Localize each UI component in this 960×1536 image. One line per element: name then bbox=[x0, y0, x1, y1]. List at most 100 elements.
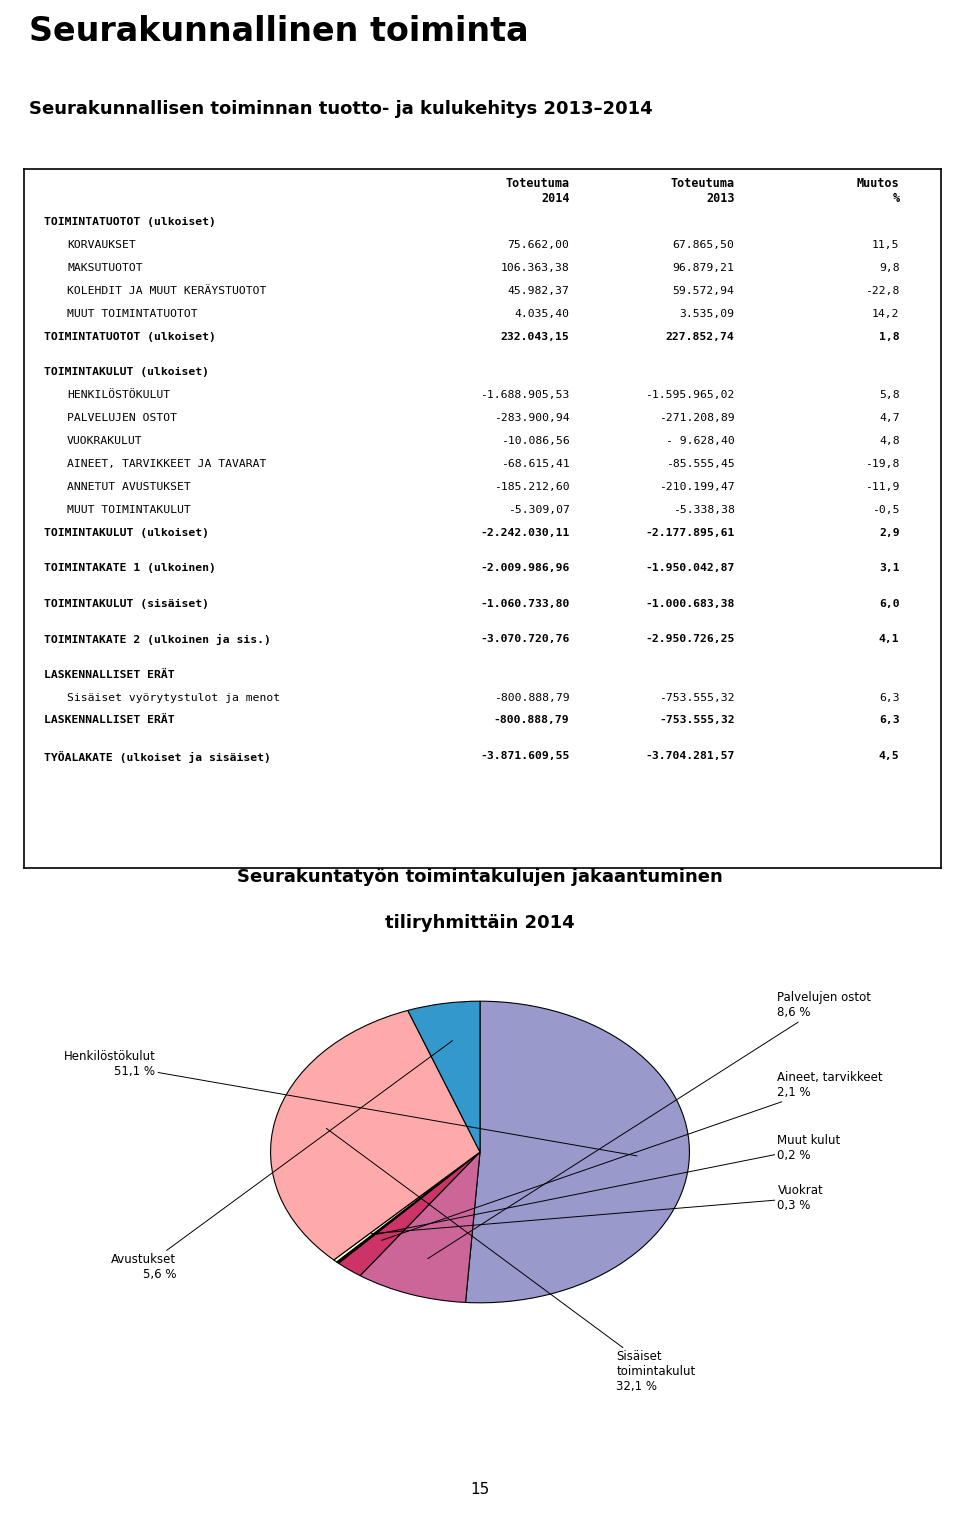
Text: 14,2: 14,2 bbox=[872, 309, 900, 319]
Text: Muut kulut
0,2 %: Muut kulut 0,2 % bbox=[373, 1134, 841, 1235]
Text: 59.572,94: 59.572,94 bbox=[673, 286, 734, 296]
Text: 232.043,15: 232.043,15 bbox=[501, 332, 569, 341]
Text: -5.309,07: -5.309,07 bbox=[508, 505, 569, 515]
Text: ANNETUT AVUSTUKSET: ANNETUT AVUSTUKSET bbox=[67, 482, 191, 492]
Text: 106.363,38: 106.363,38 bbox=[501, 263, 569, 273]
Text: PALVELUJEN OSTOT: PALVELUJEN OSTOT bbox=[67, 413, 177, 422]
Text: Muutos: Muutos bbox=[856, 177, 900, 190]
Text: - 9.628,40: - 9.628,40 bbox=[666, 436, 734, 445]
Text: -2.950.726,25: -2.950.726,25 bbox=[645, 634, 734, 644]
Text: Sisäiset
toimintakulut
32,1 %: Sisäiset toimintakulut 32,1 % bbox=[326, 1129, 695, 1393]
Text: Aineet, tarvikkeet
2,1 %: Aineet, tarvikkeet 2,1 % bbox=[382, 1071, 883, 1240]
Text: -10.086,56: -10.086,56 bbox=[501, 436, 569, 445]
Text: -1.060.733,80: -1.060.733,80 bbox=[480, 599, 569, 608]
Text: -85.555,45: -85.555,45 bbox=[666, 459, 734, 468]
Text: -19,8: -19,8 bbox=[865, 459, 900, 468]
Text: -800.888,79: -800.888,79 bbox=[493, 693, 569, 702]
Text: -11,9: -11,9 bbox=[865, 482, 900, 492]
Text: 2013: 2013 bbox=[706, 192, 734, 204]
Text: -1.000.683,38: -1.000.683,38 bbox=[645, 599, 734, 608]
Text: 4.035,40: 4.035,40 bbox=[515, 309, 569, 319]
Text: -1.688.905,53: -1.688.905,53 bbox=[480, 390, 569, 399]
Text: 4,8: 4,8 bbox=[879, 436, 900, 445]
Text: -22,8: -22,8 bbox=[865, 286, 900, 296]
Wedge shape bbox=[339, 1152, 480, 1276]
Text: 5,8: 5,8 bbox=[879, 390, 900, 399]
Text: -283.900,94: -283.900,94 bbox=[493, 413, 569, 422]
Wedge shape bbox=[337, 1152, 480, 1263]
Text: -1.950.042,87: -1.950.042,87 bbox=[645, 564, 734, 573]
Text: 6,0: 6,0 bbox=[879, 599, 900, 608]
Text: MUUT TOIMINTAKULUT: MUUT TOIMINTAKULUT bbox=[67, 505, 191, 515]
Text: -753.555,32: -753.555,32 bbox=[659, 716, 734, 725]
Text: Avustukset
5,6 %: Avustukset 5,6 % bbox=[111, 1041, 452, 1281]
Text: 67.865,50: 67.865,50 bbox=[673, 240, 734, 250]
Text: -3.871.609,55: -3.871.609,55 bbox=[480, 751, 569, 760]
Text: Sisäiset vyörytystulot ja menot: Sisäiset vyörytystulot ja menot bbox=[67, 693, 280, 702]
Text: LASKENNALLISET ERÄT: LASKENNALLISET ERÄT bbox=[44, 716, 175, 725]
Text: -3.070.720,76: -3.070.720,76 bbox=[480, 634, 569, 644]
Text: 4,1: 4,1 bbox=[879, 634, 900, 644]
Text: KORVAUKSET: KORVAUKSET bbox=[67, 240, 135, 250]
Text: TOIMINTAKATE 1 (ulkoinen): TOIMINTAKATE 1 (ulkoinen) bbox=[44, 564, 216, 573]
Text: TOIMINTAKULUT (sisäiset): TOIMINTAKULUT (sisäiset) bbox=[44, 599, 209, 608]
Text: -2.177.895,61: -2.177.895,61 bbox=[645, 527, 734, 538]
Text: Vuokrat
0,3 %: Vuokrat 0,3 % bbox=[372, 1184, 823, 1233]
Text: Henkilöstökulut
51,1 %: Henkilöstökulut 51,1 % bbox=[63, 1051, 637, 1157]
Text: -210.199,47: -210.199,47 bbox=[659, 482, 734, 492]
Text: -68.615,41: -68.615,41 bbox=[501, 459, 569, 468]
Text: -185.212,60: -185.212,60 bbox=[493, 482, 569, 492]
Text: -271.208,89: -271.208,89 bbox=[659, 413, 734, 422]
Text: MAKSUTUOTOT: MAKSUTUOTOT bbox=[67, 263, 143, 273]
Text: -800.888,79: -800.888,79 bbox=[493, 716, 569, 725]
Wedge shape bbox=[408, 1001, 480, 1152]
Text: -0,5: -0,5 bbox=[872, 505, 900, 515]
Text: 2,9: 2,9 bbox=[879, 527, 900, 538]
Text: tiliryhmittäin 2014: tiliryhmittäin 2014 bbox=[385, 914, 575, 932]
Text: 11,5: 11,5 bbox=[872, 240, 900, 250]
Text: Toteutuma: Toteutuma bbox=[670, 177, 734, 190]
Text: Toteutuma: Toteutuma bbox=[505, 177, 569, 190]
Text: Seurakunnallinen toiminta: Seurakunnallinen toiminta bbox=[29, 15, 528, 48]
Text: MUUT TOIMINTATUOTOT: MUUT TOIMINTATUOTOT bbox=[67, 309, 198, 319]
Text: VUOKRAKULUT: VUOKRAKULUT bbox=[67, 436, 143, 445]
Text: Palvelujen ostot
8,6 %: Palvelujen ostot 8,6 % bbox=[428, 991, 872, 1258]
Text: -5.338,38: -5.338,38 bbox=[673, 505, 734, 515]
Text: -2.009.986,96: -2.009.986,96 bbox=[480, 564, 569, 573]
Text: 3.535,09: 3.535,09 bbox=[680, 309, 734, 319]
Text: 4,5: 4,5 bbox=[879, 751, 900, 760]
Text: Seurakunnallisen toiminnan tuotto- ja kulukehitys 2013–2014: Seurakunnallisen toiminnan tuotto- ja ku… bbox=[29, 100, 653, 118]
Text: 75.662,00: 75.662,00 bbox=[508, 240, 569, 250]
Text: 1,8: 1,8 bbox=[879, 332, 900, 341]
Text: 3,1: 3,1 bbox=[879, 564, 900, 573]
Wedge shape bbox=[360, 1152, 480, 1303]
Text: LASKENNALLISET ERÄT: LASKENNALLISET ERÄT bbox=[44, 670, 175, 679]
Text: 2014: 2014 bbox=[541, 192, 569, 204]
Text: TOIMINTAKATE 2 (ulkoinen ja sis.): TOIMINTAKATE 2 (ulkoinen ja sis.) bbox=[44, 634, 271, 645]
Text: KOLEHDIT JA MUUT KERÄYSTUOTOT: KOLEHDIT JA MUUT KERÄYSTUOTOT bbox=[67, 286, 267, 296]
Text: 4,7: 4,7 bbox=[879, 413, 900, 422]
Text: 96.879,21: 96.879,21 bbox=[673, 263, 734, 273]
Text: TOIMINTATUOTOT (ulkoiset): TOIMINTATUOTOT (ulkoiset) bbox=[44, 217, 216, 227]
Wedge shape bbox=[271, 1011, 480, 1260]
Text: 45.982,37: 45.982,37 bbox=[508, 286, 569, 296]
Text: TOIMINTAKULUT (ulkoiset): TOIMINTAKULUT (ulkoiset) bbox=[44, 367, 209, 378]
Text: TOIMINTAKULUT (ulkoiset): TOIMINTAKULUT (ulkoiset) bbox=[44, 527, 209, 538]
Text: 9,8: 9,8 bbox=[879, 263, 900, 273]
Text: 6,3: 6,3 bbox=[879, 716, 900, 725]
Text: -2.242.030,11: -2.242.030,11 bbox=[480, 527, 569, 538]
Text: Seurakuntatyön toimintakulujen jakaantuminen: Seurakuntatyön toimintakulujen jakaantum… bbox=[237, 868, 723, 886]
Text: AINEET, TARVIKKEET JA TAVARAT: AINEET, TARVIKKEET JA TAVARAT bbox=[67, 459, 267, 468]
Text: TOIMINTATUOTOT (ulkoiset): TOIMINTATUOTOT (ulkoiset) bbox=[44, 332, 216, 341]
Text: %: % bbox=[893, 192, 900, 204]
Text: 227.852,74: 227.852,74 bbox=[666, 332, 734, 341]
Text: -753.555,32: -753.555,32 bbox=[659, 693, 734, 702]
Text: -3.704.281,57: -3.704.281,57 bbox=[645, 751, 734, 760]
Wedge shape bbox=[334, 1152, 480, 1263]
Text: TYÖALAKATE (ulkoiset ja sisäiset): TYÖALAKATE (ulkoiset ja sisäiset) bbox=[44, 751, 271, 763]
Text: -1.595.965,02: -1.595.965,02 bbox=[645, 390, 734, 399]
Text: HENKILÖSTÖKULUT: HENKILÖSTÖKULUT bbox=[67, 390, 170, 399]
Text: 6,3: 6,3 bbox=[879, 693, 900, 702]
Text: 15: 15 bbox=[470, 1482, 490, 1498]
Wedge shape bbox=[466, 1001, 689, 1303]
